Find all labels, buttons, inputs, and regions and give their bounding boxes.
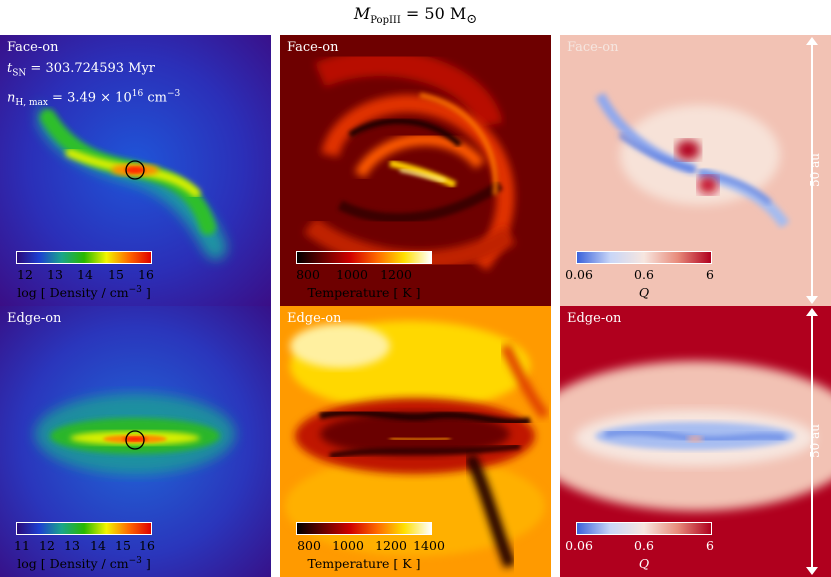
temperature-colorbar-edge-ticks: 800 1000 1200 1400 [297, 538, 445, 553]
max-density-readout: nH, max = 3.49 × 1016 cm−3 [7, 88, 181, 108]
temperature-edge-on-map [280, 306, 551, 577]
temperature-colorbar-label: Temperature [ K ] [307, 285, 421, 300]
row-label-edge-on: Edge-on [7, 311, 62, 326]
scale-arrow-up-icon [806, 37, 818, 45]
sink-marker-circle-edge [125, 430, 145, 450]
row-label-face-on-toomre: Face-on [567, 40, 619, 55]
toomre-colorbar-edge-label: Q [638, 556, 650, 571]
scale-bar-bottom: 50 au [800, 306, 831, 577]
temperature-colorbar-ticks: 800 1000 1200 [296, 267, 412, 282]
row-label-edge-on-temperature: Edge-on [287, 311, 342, 326]
toomre-edge-on-map [560, 306, 831, 577]
figure-title: MPopIII = 50 M⊙ [353, 4, 478, 28]
scale-bar-label: 50 au [807, 153, 822, 187]
scale-bar-label: 50 au [807, 424, 822, 458]
toomre-face-on-map [560, 35, 831, 306]
scale-arrow-up-icon [806, 308, 818, 316]
toomre-colorbar-label: Q [638, 285, 650, 300]
scale-line [811, 314, 813, 569]
density-colorbar-label: log [ Density / cm−3 ] [17, 285, 151, 301]
temperature-face-on-map [280, 35, 551, 306]
density-edge-on-map [0, 306, 271, 577]
toomre-colorbar-ticks: 0.06 0.6 6 [565, 267, 714, 282]
temperature-face-on-panel: Face-on 800 1000 1200 Temperature [ K ] [280, 35, 551, 306]
toomre-colorbar-edge [576, 522, 712, 535]
scale-arrow-down-icon [806, 296, 818, 304]
row-label-face-on: Face-on [7, 40, 59, 55]
temperature-colorbar-edge [296, 522, 432, 535]
row-label-edge-on-toomre: Edge-on [567, 311, 622, 326]
scale-line [811, 43, 813, 298]
scale-arrow-down-icon [806, 567, 818, 575]
density-colorbar-ticks: 12 13 14 15 16 [17, 267, 154, 282]
simulation-info: tSN = 303.724593 Myr nH, max = 3.49 × 10… [7, 59, 180, 113]
density-edge-on-panel: Edge-on 11 12 13 14 15 16 log [ Density … [0, 306, 271, 577]
row-label-face-on-temperature: Face-on [287, 40, 339, 55]
toomre-colorbar [576, 251, 712, 264]
toomre-colorbar-edge-ticks: 0.06 0.6 6 [565, 538, 714, 553]
sink-marker-circle [125, 160, 145, 180]
density-face-on-panel: Face-on tSN = 303.724593 Myr nH, max = 3… [0, 35, 271, 306]
toomre-edge-on-panel: Edge-on 0.06 0.6 6 Q [560, 306, 831, 577]
toomre-face-on-panel: Face-on 0.06 0.6 6 Q [560, 35, 831, 306]
time-readout: tSN = 303.724593 Myr [7, 61, 156, 79]
density-colorbar-edge-ticks: 11 12 13 14 15 16 [14, 538, 155, 553]
density-colorbar-edge [16, 522, 152, 535]
temperature-colorbar-edge-label: Temperature [ K ] [307, 556, 421, 571]
density-colorbar [16, 251, 152, 264]
scale-bar-top: 50 au [800, 35, 831, 306]
temperature-colorbar [296, 251, 432, 264]
temperature-edge-on-panel: Edge-on 800 1000 1200 1400 Temperature [… [280, 306, 551, 577]
density-colorbar-edge-label: log [ Density / cm−3 ] [17, 556, 151, 572]
